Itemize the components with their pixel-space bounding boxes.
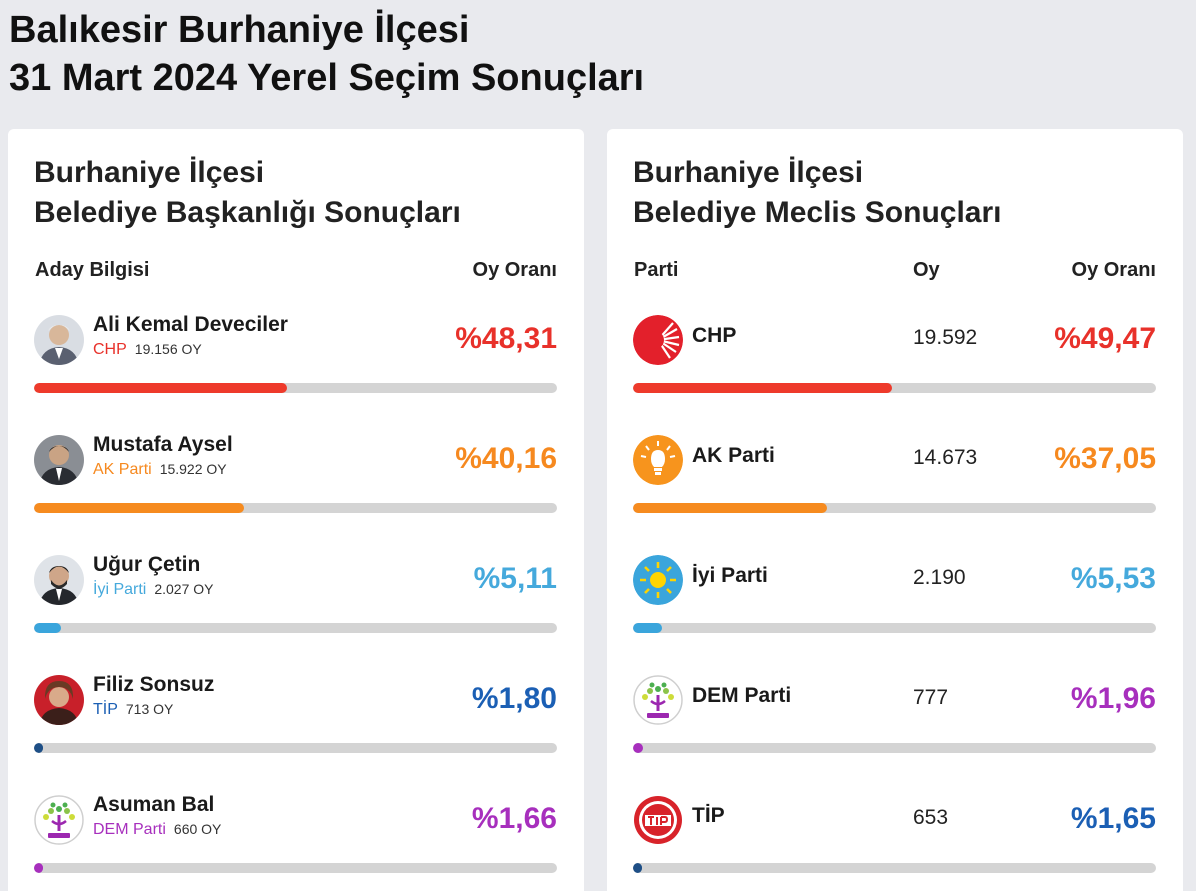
vote-share-fill [34,383,287,393]
vote-share-fill [34,743,44,753]
vote-share-fill [34,863,43,873]
candidate-row: Mustafa Aysel AK Parti 15.922 OY %40,16 [34,427,557,547]
party-votes: 653 [913,806,949,829]
vote-share-bar [34,743,557,753]
page-title-line2: 31 Mart 2024 Yerel Seçim Sonuçları [9,57,645,99]
candidate-percentage: %40,16 [455,442,557,475]
col-header-party: Parti [634,259,679,281]
party-row: DEM Parti 777 %1,96 [633,667,1156,787]
candidate-photo-icon [34,675,84,725]
candidate-party: AK Parti [93,461,152,478]
party-percentage: %5,53 [1070,562,1156,595]
vote-share-bar [633,383,1156,393]
candidate-photo-icon [34,435,84,485]
candidate-row: Uğur Çetin İyi Parti 2.027 OY %5,11 [34,547,557,667]
candidate-party: CHP [93,341,127,358]
party-row: TİP 653 %1,65 [633,787,1156,891]
candidate-votes: 2.027 OY [154,581,214,597]
party-row: İyi Parti 2.190 %5,53 [633,547,1156,667]
dem-parti-logo-icon [34,795,84,845]
vote-share-fill [633,743,644,753]
candidate-party-line: TİP 713 OY [93,701,173,719]
candidate-row: Filiz Sonsuz TİP 713 OY %1,80 [34,667,557,787]
candidate-name: Filiz Sonsuz [93,673,215,696]
candidate-votes: 713 OY [125,701,174,717]
party-row: CHP 19.592 %49,47 [633,307,1156,427]
candidate-party-line: AK Parti 15.922 OY [93,461,227,479]
candidate-votes: 660 OY [173,821,222,837]
council-results-card: Burhaniye İlçesi Belediye Meclis Sonuçla… [607,129,1183,891]
vote-share-fill [633,503,827,513]
candidate-party-line: İyi Parti 2.027 OY [93,581,214,599]
vote-share-fill [633,863,642,873]
page-title: Balıkesir Burhaniye İlçesi 31 Mart 2024 … [9,6,644,102]
candidate-votes: 15.922 OY [159,461,227,477]
vote-share-bar [34,383,557,393]
candidate-party: TİP [93,701,118,718]
candidate-percentage: %5,11 [473,562,557,595]
party-name: DEM Parti [692,684,792,707]
vote-share-fill [34,503,245,513]
council-card-title-line2: Belediye Meclis Sonuçları [633,196,1002,229]
dem-parti-logo-icon [633,675,683,725]
vote-share-bar [34,863,557,873]
candidate-photo-icon [34,315,84,365]
candidate-party-line: DEM Parti 660 OY [93,821,221,839]
candidate-row: Ali Kemal Deveciler CHP 19.156 OY %48,31 [34,307,557,427]
candidate-row: Asuman Bal DEM Parti 660 OY %1,66 [34,787,557,891]
party-percentage: %1,65 [1070,802,1156,835]
candidate-party-line: CHP 19.156 OY [93,341,202,359]
vote-share-fill [633,623,662,633]
mayor-card-title-line1: Burhaniye İlçesi [34,156,265,189]
candidate-name: Ali Kemal Deveciler [93,313,288,336]
party-percentage: %49,47 [1054,322,1156,355]
tip-logo-icon [633,795,683,845]
vote-share-bar [633,623,1156,633]
col-header-rate: Oy Oranı [472,259,557,281]
vote-share-bar [34,503,557,513]
party-votes: 2.190 [913,566,966,589]
col-header-votes: Oy [913,259,940,281]
candidate-name: Asuman Bal [93,793,215,816]
party-percentage: %1,96 [1070,682,1156,715]
party-name: İyi Parti [692,564,768,587]
council-card-title-line1: Burhaniye İlçesi [633,156,864,189]
chp-logo-icon [633,315,683,365]
party-row: AK Parti 14.673 %37,05 [633,427,1156,547]
mayor-results-card: Burhaniye İlçesi Belediye Başkanlığı Son… [8,129,584,891]
mayor-card-title: Burhaniye İlçesi Belediye Başkanlığı Son… [34,153,461,233]
vote-share-fill [633,383,892,393]
party-name: TİP [692,804,725,827]
council-card-title: Burhaniye İlçesi Belediye Meclis Sonuçla… [633,153,1001,233]
party-votes: 777 [913,686,949,709]
col-header-candidate: Aday Bilgisi [35,259,150,281]
candidate-party: İyi Parti [93,581,147,598]
candidate-party: DEM Parti [93,821,166,838]
candidate-photo-icon [34,555,84,605]
iyi-parti-logo-icon [633,555,683,605]
vote-share-bar [633,863,1156,873]
mayor-card-title-line2: Belediye Başkanlığı Sonuçları [34,196,461,229]
vote-share-bar [633,743,1156,753]
party-votes: 19.592 [913,326,978,349]
page-title-line1: Balıkesir Burhaniye İlçesi [9,9,470,51]
candidate-percentage: %48,31 [455,322,557,355]
candidate-name: Mustafa Aysel [93,433,233,456]
col-header-rate: Oy Oranı [1071,259,1156,281]
vote-share-fill [34,623,61,633]
candidate-percentage: %1,80 [471,682,557,715]
candidate-name: Uğur Çetin [93,553,201,576]
candidate-votes: 19.156 OY [134,341,202,357]
party-name: AK Parti [692,444,775,467]
ak-parti-logo-icon [633,435,683,485]
vote-share-bar [34,623,557,633]
party-name: CHP [692,324,737,347]
candidate-percentage: %1,66 [471,802,557,835]
vote-share-bar [633,503,1156,513]
party-percentage: %37,05 [1054,442,1156,475]
party-votes: 14.673 [913,446,978,469]
